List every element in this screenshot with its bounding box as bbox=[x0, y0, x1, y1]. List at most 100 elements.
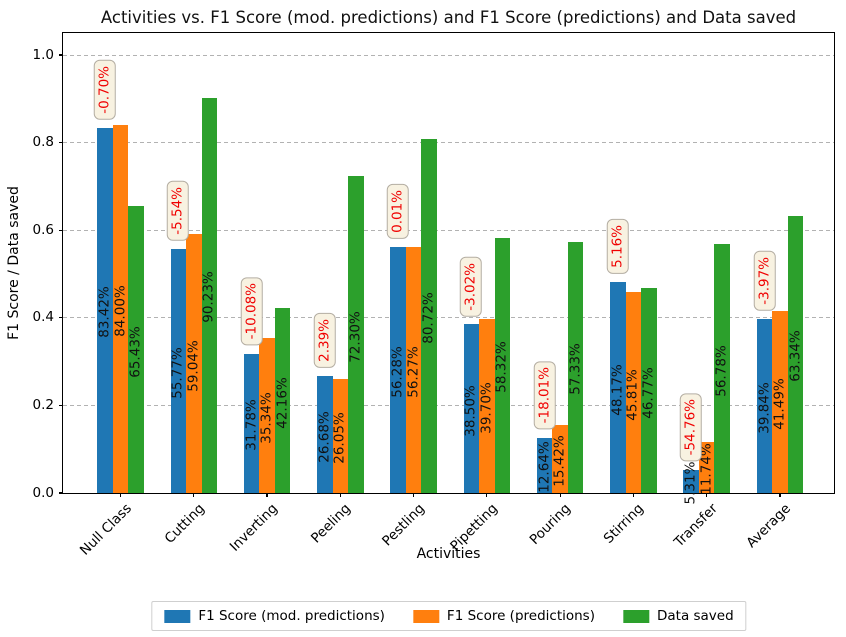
bar-value-label: 84.00% bbox=[111, 285, 128, 337]
bar-value-label: 56.78% bbox=[713, 344, 730, 397]
bar-value-label: 41.49% bbox=[771, 378, 788, 430]
bar-data-saved bbox=[714, 244, 730, 493]
y-tick-label: 0.8 bbox=[32, 133, 54, 150]
bar-predictions bbox=[625, 292, 642, 493]
x-tick-mark bbox=[559, 493, 561, 497]
y-tick-mark bbox=[59, 54, 63, 56]
y-gridline bbox=[63, 142, 834, 144]
bar-data-saved bbox=[201, 97, 218, 493]
x-tick-label: Cutting bbox=[161, 500, 208, 547]
bar-mod-predictions bbox=[610, 282, 626, 493]
legend-color-patch bbox=[412, 609, 439, 623]
plot-area: 0.0 0.2 0.4 0.6 0.8 1.0 83.42% 84.00% 65.43% Null… bbox=[33, 32, 835, 559]
y-tick-label: 0.0 bbox=[32, 484, 54, 501]
chart-title: Activities vs. F1 Score (mod. prediction… bbox=[100, 8, 797, 27]
y-tick-mark bbox=[59, 229, 63, 231]
annotation-diff-label: -0.70% bbox=[94, 59, 116, 120]
bar-value-label: 83.42% bbox=[96, 286, 113, 339]
y-gridline bbox=[63, 54, 834, 56]
bar-value-label: 58.32% bbox=[493, 341, 510, 394]
bar-value-label: 57.33% bbox=[566, 343, 583, 396]
y-gridline bbox=[63, 404, 834, 406]
bar-predictions bbox=[772, 311, 788, 493]
bar-predictions bbox=[479, 319, 495, 493]
bar-value-label: 26.05% bbox=[331, 412, 348, 464]
bar-mod-predictions bbox=[463, 324, 480, 493]
legend-entry: F1 Score (mod. predictions) bbox=[164, 608, 385, 624]
bar-mod-predictions bbox=[683, 469, 699, 493]
bar-value-label: 11.74% bbox=[697, 443, 714, 496]
bar-data-saved bbox=[348, 176, 364, 493]
bar-data-saved bbox=[641, 288, 657, 493]
x-tick-label: Average bbox=[743, 500, 794, 552]
bar-data-saved bbox=[421, 139, 437, 493]
legend-entry: Data saved bbox=[622, 608, 734, 624]
bar-value-label: 72.30% bbox=[347, 310, 364, 363]
x-tick-mark bbox=[632, 493, 635, 497]
annotation-diff-label: 0.01% bbox=[387, 183, 409, 239]
y-tick-mark bbox=[59, 142, 63, 144]
bar-data-saved bbox=[274, 308, 291, 493]
x-tick-mark bbox=[193, 493, 195, 497]
legend-label: F1 Score (predictions) bbox=[446, 608, 595, 624]
bar-value-label: 39.70% bbox=[478, 382, 495, 434]
bar-value-label: 15.42% bbox=[551, 435, 568, 487]
legend-label: F1 Score (mod. predictions) bbox=[198, 608, 385, 624]
bar-value-label: 65.43% bbox=[127, 325, 144, 378]
annotation-diff-label: -5.54% bbox=[167, 180, 190, 241]
y-tick-label: 1.0 bbox=[32, 46, 54, 63]
bar-predictions bbox=[698, 441, 715, 493]
bar-value-label: 63.34% bbox=[786, 330, 803, 383]
x-tick-mark bbox=[339, 493, 341, 497]
bar-data-saved bbox=[787, 215, 804, 493]
bar-predictions bbox=[552, 425, 568, 493]
x-tick-label: Transfer bbox=[670, 500, 721, 551]
annotation-diff-label: -3.97% bbox=[753, 250, 776, 311]
bar-value-label: 48.17% bbox=[609, 363, 626, 416]
bar-value-label: 31.78% bbox=[242, 399, 259, 452]
y-axis-label: F1 Score / Data saved bbox=[6, 186, 22, 340]
x-tick-label: Pouring bbox=[526, 500, 575, 548]
bar-value-label: 38.50% bbox=[462, 384, 479, 437]
bar-value-label: 90.23% bbox=[200, 271, 217, 324]
x-tick-label: Stirring bbox=[601, 500, 648, 547]
legend-color-patch bbox=[164, 609, 191, 623]
annotation-diff-label: 5.16% bbox=[607, 219, 629, 275]
annotation-diff-label: -18.01% bbox=[533, 361, 556, 430]
x-tick-mark bbox=[486, 493, 488, 497]
y-tick-label: 0.4 bbox=[32, 309, 54, 326]
legend-entry: F1 Score (predictions) bbox=[412, 608, 595, 624]
bar-value-label: 46.77% bbox=[640, 366, 657, 419]
bar-value-label: 39.84% bbox=[755, 382, 772, 434]
bar-value-label: 56.28% bbox=[389, 345, 406, 398]
bar-mod-predictions bbox=[97, 127, 113, 493]
y-gridline bbox=[63, 229, 834, 231]
bar-predictions bbox=[405, 246, 422, 493]
bar-mod-predictions bbox=[756, 318, 773, 493]
bar-value-label: 5.31% bbox=[682, 461, 699, 505]
bar-value-label: 59.04% bbox=[185, 339, 202, 392]
bar-mod-predictions bbox=[390, 246, 406, 493]
y-tick-label: 0.6 bbox=[32, 221, 54, 238]
annotation-diff-label: -3.02% bbox=[460, 256, 483, 317]
bar-mod-predictions bbox=[317, 376, 333, 493]
annotation-diff-label: 2.39% bbox=[314, 313, 336, 369]
y-tick-label: 0.2 bbox=[32, 396, 54, 413]
annotation-diff-label: -54.76% bbox=[680, 393, 702, 462]
legend-color-patch bbox=[622, 609, 649, 623]
bar-value-label: 80.72% bbox=[420, 292, 437, 344]
y-gridline bbox=[63, 317, 834, 319]
x-tick-mark bbox=[779, 493, 781, 497]
y-tick-mark bbox=[59, 404, 63, 406]
bar-value-label: 42.16% bbox=[273, 376, 290, 429]
x-axis-label: Activities bbox=[416, 546, 481, 562]
annotation-diff-label: -10.08% bbox=[240, 277, 263, 346]
bar-data-saved bbox=[567, 241, 584, 493]
bar-mod-predictions bbox=[243, 353, 260, 493]
x-tick-mark bbox=[413, 493, 415, 497]
bar-data-saved bbox=[128, 206, 144, 493]
bar-predictions bbox=[332, 378, 349, 493]
bar-value-label: 35.34% bbox=[258, 391, 275, 444]
bar-value-label: 12.64% bbox=[535, 441, 552, 494]
